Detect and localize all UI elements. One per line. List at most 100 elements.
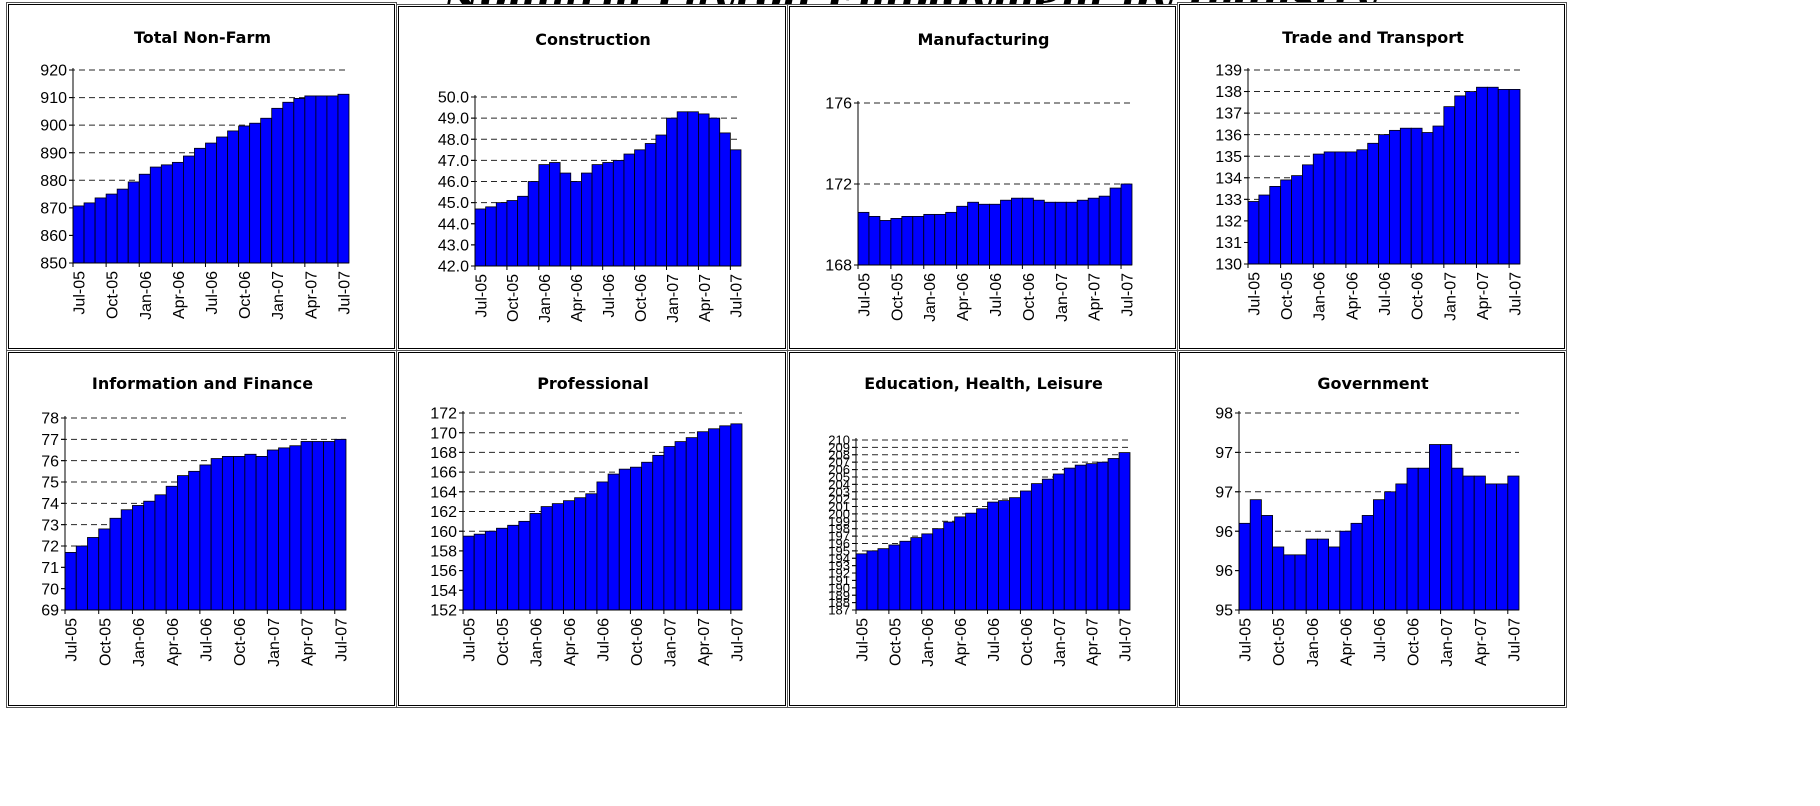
bar-mar-07 bbox=[685, 437, 698, 611]
bar-apr-07 bbox=[304, 95, 317, 264]
bar-jul-06 bbox=[199, 464, 212, 611]
bar-apr-07 bbox=[1087, 197, 1100, 266]
x-tick-label: Jan-07 bbox=[1442, 272, 1459, 321]
x-tick-label: Jul-06 bbox=[199, 618, 216, 662]
y-tick-label: 98 bbox=[1215, 406, 1233, 423]
x-tick-label: Jul-07 bbox=[1120, 273, 1137, 317]
bar-jul-05 bbox=[1238, 522, 1251, 611]
y-tick-label: 201 bbox=[828, 499, 850, 514]
bar-nov-06 bbox=[249, 122, 262, 264]
y-tick-label: 97 bbox=[1215, 445, 1233, 462]
bar-jan-07 bbox=[1443, 106, 1456, 265]
bar-oct-05 bbox=[1272, 546, 1285, 611]
x-tick-label: Oct-05 bbox=[105, 271, 122, 319]
chart-svg-government: Government 95 96 96 97 97 98 Jul-05 Oct-05 Jan-06… bbox=[1215, 374, 1523, 667]
bar-apr-07 bbox=[300, 441, 313, 611]
bar-jul-05 bbox=[857, 211, 870, 266]
bar-jul-07 bbox=[334, 438, 347, 611]
bar-jul-06 bbox=[987, 501, 999, 611]
bar-may-07 bbox=[708, 428, 721, 611]
y-tick-label: 870 bbox=[40, 200, 67, 217]
bar-feb-07 bbox=[1065, 201, 1078, 266]
x-tick-label: Oct-06 bbox=[1406, 618, 1423, 666]
y-tick-label: 77 bbox=[41, 432, 59, 449]
y-tick-label: 76 bbox=[41, 453, 59, 470]
bar-mar-06 bbox=[1328, 546, 1341, 611]
bar-mar-06 bbox=[943, 521, 956, 611]
bar-jul-06 bbox=[989, 203, 1001, 266]
y-tick-label: 73 bbox=[41, 517, 59, 534]
bar-may-07 bbox=[1486, 86, 1499, 265]
bar-aug-05 bbox=[75, 545, 88, 611]
y-tick-label: 200 bbox=[828, 506, 850, 521]
bar-sep-05 bbox=[1261, 515, 1274, 611]
bar-nov-05 bbox=[517, 195, 529, 267]
bar-jul-05 bbox=[462, 535, 475, 611]
bar-mar-07 bbox=[293, 98, 306, 264]
bar-jul-07 bbox=[729, 149, 742, 267]
y-tick-label: 203 bbox=[828, 484, 850, 499]
x-tick-label: Jul-05 bbox=[64, 618, 81, 662]
y-tick-label: 162 bbox=[430, 504, 457, 521]
y-tick-label: 131 bbox=[1215, 235, 1242, 252]
y-tick-label: 44.0 bbox=[438, 216, 469, 233]
y-tick-label: 96 bbox=[1215, 563, 1233, 580]
bar-sep-06 bbox=[1399, 127, 1412, 265]
y-tick-label: 135 bbox=[1215, 149, 1242, 166]
bar-dec-06 bbox=[255, 456, 268, 611]
bar-apr-06 bbox=[1345, 151, 1358, 265]
bar-feb-06 bbox=[1323, 151, 1336, 265]
y-tick-label: 152 bbox=[430, 603, 457, 620]
y-tick-label: 42.0 bbox=[438, 259, 469, 276]
y-tick-label: 97 bbox=[1215, 484, 1233, 501]
bar-jan-07 bbox=[1440, 444, 1453, 611]
bar-mar-06 bbox=[1334, 151, 1347, 265]
bar-may-06 bbox=[182, 155, 195, 264]
bar-apr-07 bbox=[696, 431, 709, 611]
bar-jan-06 bbox=[921, 533, 934, 611]
bar-sep-05 bbox=[87, 537, 100, 611]
y-tick-label: 196 bbox=[828, 536, 850, 551]
bar-oct-05 bbox=[496, 527, 509, 611]
bar-dec-06 bbox=[652, 454, 665, 611]
bar-mar-07 bbox=[1465, 91, 1477, 265]
y-tick-label: 139 bbox=[1215, 63, 1242, 80]
chart-title-construction: Construction bbox=[535, 30, 651, 49]
chart-panel-information-and-finance: Information and Finance 69 70 71 72 73 74 75 76 7… bbox=[8, 352, 395, 706]
bar-feb-06 bbox=[540, 506, 553, 611]
bar-may-06 bbox=[580, 172, 593, 267]
bar-jul-07 bbox=[1120, 183, 1133, 266]
bar-jul-05 bbox=[72, 205, 85, 264]
bar-feb-07 bbox=[1454, 95, 1467, 265]
bar-feb-06 bbox=[149, 166, 162, 264]
bar-aug-05 bbox=[473, 533, 486, 611]
bar-mar-06 bbox=[160, 164, 173, 264]
bar-feb-06 bbox=[549, 162, 561, 267]
bar-dec-05 bbox=[120, 509, 133, 611]
bar-feb-06 bbox=[143, 500, 156, 611]
x-tick-label: Apr-07 bbox=[1473, 618, 1490, 666]
y-tick-label: 172 bbox=[430, 406, 457, 423]
bar-apr-06 bbox=[570, 181, 582, 267]
y-tick-label: 170 bbox=[430, 425, 457, 442]
bar-mar-07 bbox=[1076, 199, 1089, 266]
x-tick-label: Apr-06 bbox=[562, 618, 579, 666]
bar-jul-06 bbox=[205, 142, 217, 264]
x-tick-label: Jul-06 bbox=[596, 618, 613, 662]
bar-nov-06 bbox=[1030, 483, 1043, 611]
x-tick-label: Oct-05 bbox=[1279, 272, 1296, 320]
y-tick-label: 48.0 bbox=[438, 132, 469, 149]
bar-apr-07 bbox=[1476, 86, 1488, 265]
y-tick-label: 900 bbox=[40, 118, 67, 135]
bar-dec-06 bbox=[1428, 444, 1441, 611]
x-tick-label: Jan-07 bbox=[663, 618, 680, 667]
bar-apr-06 bbox=[165, 485, 178, 611]
x-tick-label: Apr-07 bbox=[300, 618, 317, 666]
x-tick-label: Oct-06 bbox=[1019, 618, 1036, 666]
chart-title-education-health-leisure: Education, Health, Leisure bbox=[864, 374, 1103, 393]
bar-may-06 bbox=[967, 201, 979, 266]
x-tick-label: Apr-07 bbox=[696, 618, 713, 666]
bar-jan-07 bbox=[271, 107, 284, 264]
x-tick-label: Jul-05 bbox=[72, 271, 89, 315]
bar-oct-06 bbox=[634, 149, 646, 267]
